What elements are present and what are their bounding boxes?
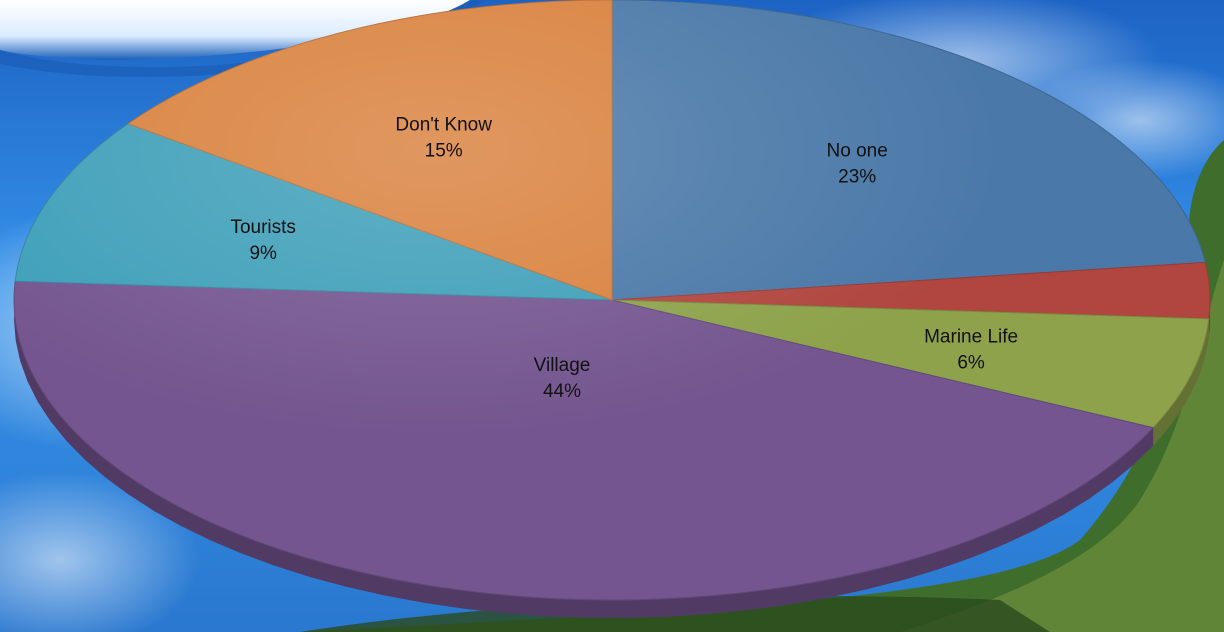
slice-label-village: Village 44% <box>534 355 591 402</box>
cloud <box>0 470 200 632</box>
slice-label-no-one: No one 23% <box>827 141 888 188</box>
slice-label-tourists: Tourists 9% <box>230 217 295 264</box>
pie-sheen <box>14 0 1210 600</box>
slice-label-don-t-know: Don't Know 15% <box>395 114 492 161</box>
slice-label-marine-life: Marine Life 6% <box>924 326 1018 373</box>
foliage-highlight <box>900 260 1224 632</box>
pie-rim-segment <box>1153 318 1209 446</box>
pie-labels: No one 23% Marine Life 6% Village 44% Tourists… <box>230 114 1018 402</box>
header-swoosh <box>0 0 470 60</box>
